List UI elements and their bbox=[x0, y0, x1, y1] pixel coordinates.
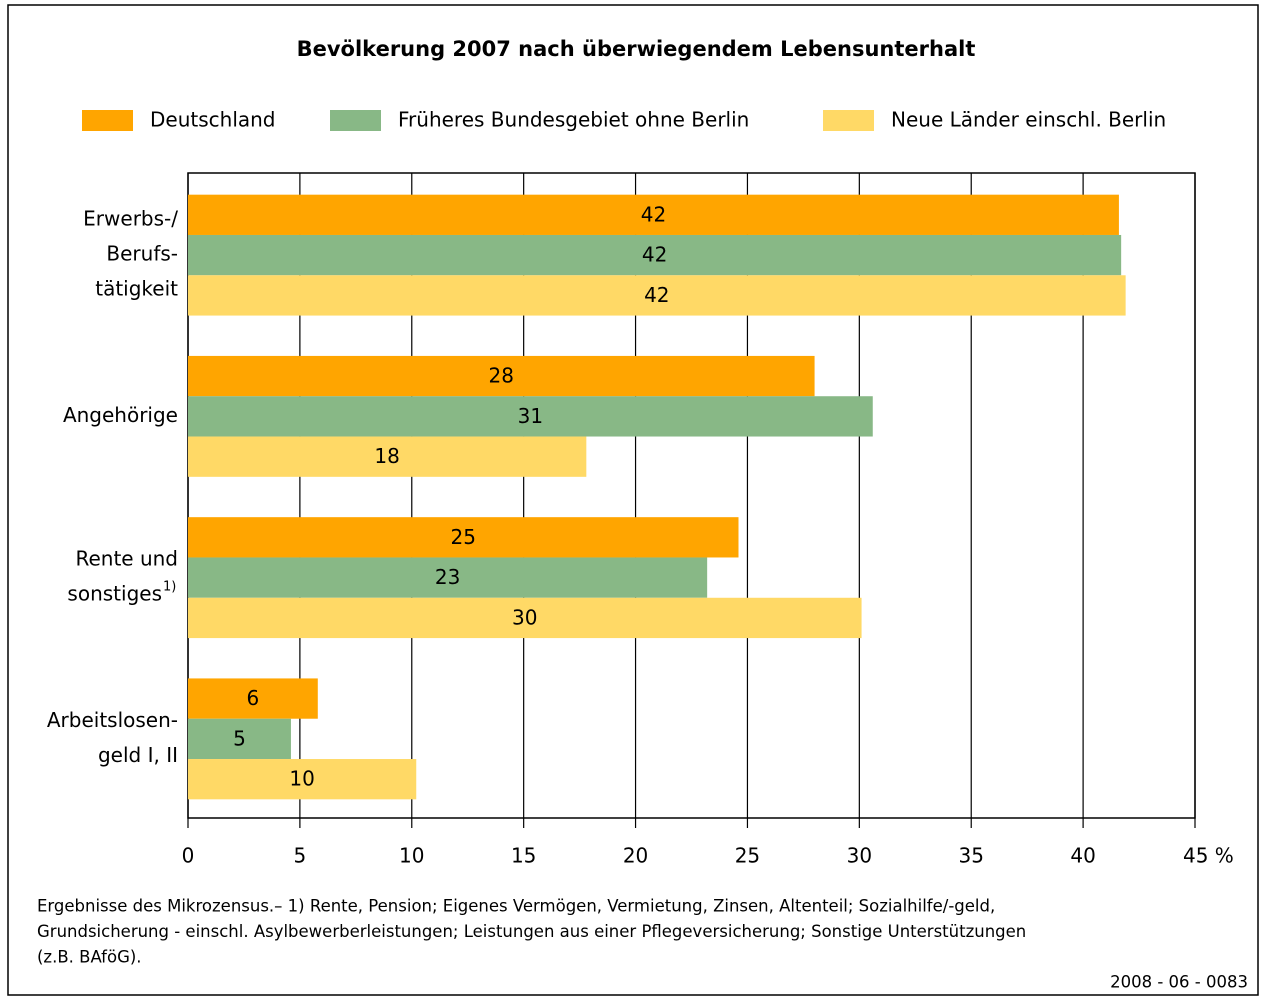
data-label: 28 bbox=[489, 364, 514, 388]
data-label: 10 bbox=[289, 767, 314, 791]
bar bbox=[188, 678, 318, 719]
legend-label: Neue Länder einschl. Berlin bbox=[891, 108, 1166, 132]
bar bbox=[188, 194, 1119, 235]
x-tick-label: 20 bbox=[623, 844, 648, 868]
legend-swatch bbox=[330, 110, 381, 131]
y-category-label: sonstiges bbox=[67, 582, 162, 606]
x-tick-label: 30 bbox=[847, 844, 872, 868]
y-category-label: geld I, II bbox=[98, 743, 178, 767]
y-category-label: Rente und bbox=[75, 547, 178, 571]
x-tick-label: 10 bbox=[399, 844, 424, 868]
data-label: 6 bbox=[247, 686, 260, 710]
data-label: 30 bbox=[512, 605, 537, 629]
data-label: 42 bbox=[641, 202, 666, 226]
x-tick-label: 0 bbox=[182, 844, 195, 868]
footnote: Grundsicherung - einschl. Asylbewerberle… bbox=[37, 922, 1026, 941]
footnote: Ergebnisse des Mikrozensus.– 1) Rente, P… bbox=[37, 897, 995, 916]
data-label: 25 bbox=[451, 525, 476, 549]
x-tick-label: 25 bbox=[735, 844, 760, 868]
legend-label: Früheres Bundesgebiet ohne Berlin bbox=[398, 108, 749, 132]
y-category-label: Erwerbs-/ bbox=[83, 207, 178, 231]
legend-swatch bbox=[823, 110, 874, 131]
y-category-label: Angehörige bbox=[63, 403, 178, 427]
bar bbox=[188, 759, 417, 800]
data-label: 5 bbox=[233, 726, 246, 750]
frame bbox=[7, 4, 1259, 996]
x-tick-label: 35 bbox=[958, 844, 983, 868]
bar bbox=[188, 718, 291, 760]
bar bbox=[188, 597, 862, 639]
bar bbox=[188, 234, 1122, 276]
x-tick-label: 45 % bbox=[1183, 844, 1234, 868]
data-label: 18 bbox=[374, 444, 399, 468]
bar bbox=[188, 517, 739, 558]
data-label: 23 bbox=[435, 565, 460, 589]
x-tick-label: 15 bbox=[511, 844, 536, 868]
x-tick-label: 5 bbox=[294, 844, 307, 868]
x-tick-label: 40 bbox=[1070, 844, 1095, 868]
y-category-label: Arbeitslosen- bbox=[47, 708, 178, 732]
bar bbox=[188, 355, 815, 397]
footnote-mark: 1) bbox=[163, 580, 176, 595]
chart-title: Bevölkerung 2007 nach überwiegendem Lebe… bbox=[297, 37, 976, 61]
source: 2008 - 06 - 0083 bbox=[1110, 973, 1248, 992]
data-label: 42 bbox=[644, 283, 669, 307]
legend-swatch bbox=[82, 110, 133, 131]
footnote: (z.B. BAföG). bbox=[37, 948, 142, 967]
y-category-label: tätigkeit bbox=[95, 277, 178, 301]
legend-label: Deutschland bbox=[150, 108, 276, 132]
y-category-label: Berufs- bbox=[106, 242, 178, 266]
bar bbox=[188, 275, 1126, 316]
data-label: 42 bbox=[642, 243, 667, 267]
data-label: 31 bbox=[518, 404, 543, 428]
bar bbox=[188, 436, 587, 477]
bar bbox=[188, 396, 873, 437]
bar bbox=[188, 557, 708, 598]
